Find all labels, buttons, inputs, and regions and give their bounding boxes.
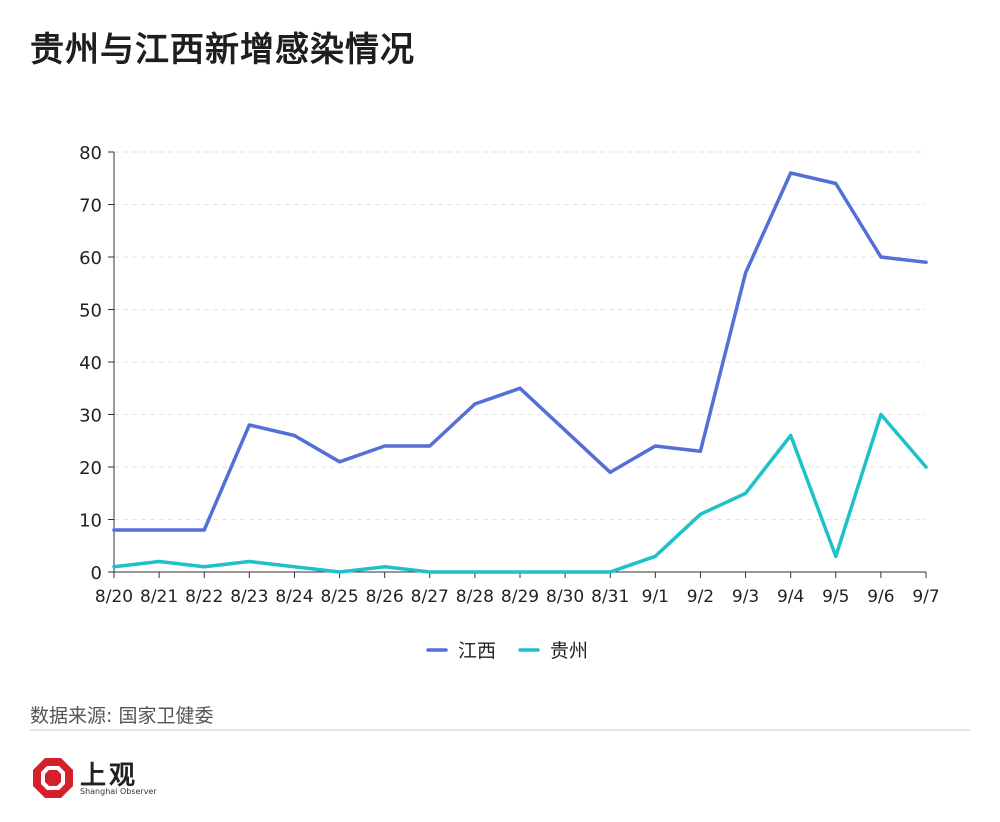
y-tick-label: 30	[79, 406, 102, 427]
data-point	[383, 565, 387, 569]
y-tick-label: 80	[79, 143, 102, 164]
data-point	[698, 512, 703, 516]
legend-label: 江西	[458, 640, 496, 662]
data-point	[698, 449, 703, 453]
page-title: 贵州与江西新增感染情况	[30, 30, 415, 70]
data-point	[518, 386, 522, 390]
data-point	[292, 565, 297, 569]
x-tick-label: 8/29	[501, 587, 539, 607]
data-point	[834, 181, 838, 186]
x-tick-label: 8/28	[456, 587, 494, 607]
data-point	[653, 444, 657, 448]
data-point	[608, 570, 612, 574]
data-point	[518, 570, 522, 574]
data-point	[112, 528, 116, 532]
logo-octagon-icon	[33, 758, 73, 798]
x-tick-label: 8/20	[95, 587, 133, 607]
data-point	[292, 433, 297, 438]
y-tick-label: 50	[79, 301, 102, 322]
x-tick-label: 9/7	[912, 587, 939, 607]
line-chart: 0 10 20 30 40 50 60 70 80 8/20 8/21 8/22 8/23 8/24 8/2…	[79, 143, 940, 662]
data-point	[428, 444, 432, 448]
data-point	[157, 559, 161, 564]
data-point	[743, 271, 748, 275]
x-tick-label: 8/21	[140, 587, 178, 607]
data-point	[157, 528, 161, 532]
data-point	[563, 570, 567, 574]
data-point	[202, 528, 206, 532]
data-point	[653, 554, 657, 558]
data-point	[789, 433, 793, 438]
data-point	[879, 255, 883, 259]
x-tick-label: 8/23	[230, 587, 268, 607]
logo: 上观 Shanghai Observer	[32, 755, 192, 803]
data-source: 数据来源: 国家卫健委	[30, 705, 214, 727]
series-line-贵州	[112, 412, 928, 574]
x-tick-label: 9/5	[822, 587, 849, 607]
data-point	[337, 570, 342, 574]
y-tick-label: 70	[79, 196, 102, 217]
y-tick-label: 60	[79, 248, 102, 269]
data-point	[834, 554, 838, 558]
y-tick-label: 20	[79, 458, 102, 479]
data-point	[473, 402, 477, 406]
data-point	[383, 444, 387, 448]
divider	[30, 729, 970, 731]
logo-text: 上观	[80, 761, 139, 791]
x-tick-label: 9/3	[732, 587, 759, 607]
data-point	[202, 565, 206, 569]
data-point	[924, 465, 928, 469]
x-tick-label: 9/4	[777, 587, 804, 607]
data-point	[247, 423, 251, 427]
legend-label: 贵州	[550, 640, 588, 662]
data-point	[247, 559, 251, 564]
x-tick-label: 8/31	[591, 587, 629, 607]
x-tick-label: 9/6	[867, 587, 894, 607]
y-tick-label: 40	[79, 353, 102, 374]
x-tick-label: 8/25	[320, 587, 358, 607]
data-point	[608, 470, 612, 474]
logo-subtext: Shanghai Observer	[80, 787, 157, 796]
data-point	[112, 565, 116, 569]
x-tick-label: 8/22	[185, 587, 223, 607]
x-tick-label: 9/2	[687, 587, 714, 607]
data-point	[743, 491, 748, 495]
y-tick-label: 10	[79, 511, 102, 532]
x-tick-label: 8/27	[411, 587, 449, 607]
data-point	[789, 171, 793, 175]
y-tick-label: 0	[91, 563, 102, 584]
data-point	[337, 460, 342, 464]
x-tick-label: 8/30	[546, 587, 584, 607]
data-point	[879, 412, 883, 417]
data-point	[924, 260, 928, 264]
data-point	[428, 570, 432, 574]
data-point	[563, 428, 567, 432]
x-tick-label: 8/24	[275, 587, 313, 607]
x-tick-label: 9/1	[642, 587, 669, 607]
x-tick-label: 8/26	[366, 587, 404, 607]
data-point	[473, 570, 477, 574]
